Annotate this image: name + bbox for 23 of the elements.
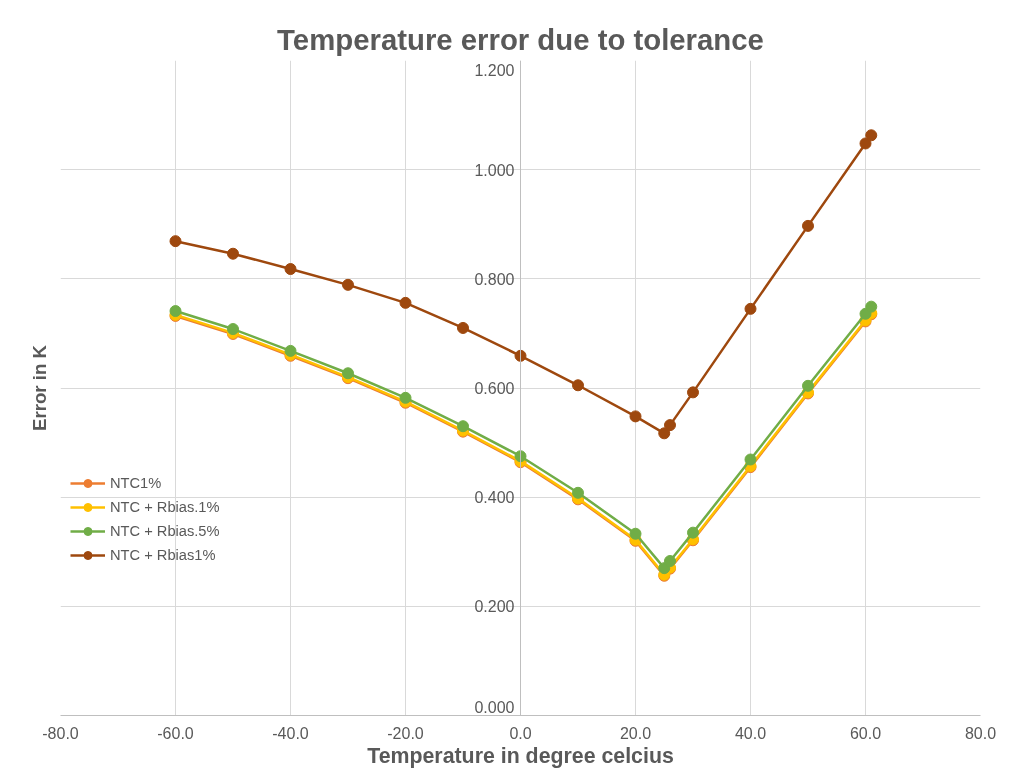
chart-title: Temperature error due to tolerance	[277, 22, 764, 56]
y-tick-label: 0.800	[474, 270, 515, 288]
y-tick-label: 0.400	[474, 489, 515, 507]
legend-label: NTC + Rbias.5%	[110, 523, 220, 539]
x-tick-label: 20.0	[619, 724, 652, 742]
legend-label: NTC1%	[110, 475, 162, 491]
legend-label: NTC + Rbias1%	[110, 547, 216, 563]
x-tick-label: 60.0	[849, 724, 882, 742]
x-tick-label: -40.0	[272, 724, 309, 742]
x-tick-label: -60.0	[157, 724, 194, 742]
x-tick-label: -80.0	[42, 724, 79, 742]
y-tick-label: 0.000	[474, 698, 515, 716]
y-tick-label: 0.600	[474, 380, 515, 397]
y-axis-title: Error in K	[28, 344, 50, 432]
y-tick-label: 1.200	[474, 61, 515, 79]
x-axis-title: Temperature in degree celcius	[367, 743, 674, 768]
x-tick-label: 0.0	[509, 724, 532, 742]
y-tick-label: 1.000	[474, 161, 515, 179]
x-tick-label: -20.0	[387, 724, 424, 742]
legend-label: NTC + Rbias.1%	[110, 499, 220, 515]
y-tick-label: 0.200	[474, 598, 515, 616]
x-tick-label: 40.0	[734, 724, 767, 742]
x-tick-label: 80.0	[964, 724, 997, 742]
